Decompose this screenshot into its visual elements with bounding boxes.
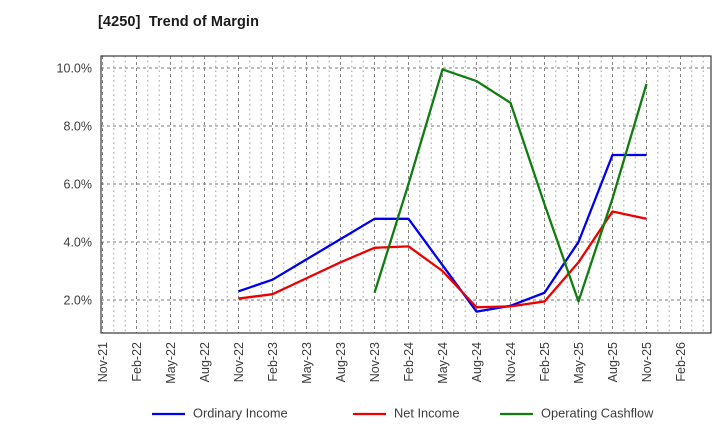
x-axis-tick-label: Nov-21: [96, 342, 110, 382]
legend-label-net-income: Net Income: [394, 405, 459, 420]
x-axis-tick-label: Aug-22: [198, 342, 212, 382]
x-axis-tick-label: May-24: [436, 342, 450, 384]
y-axis-ticks: 2.0% 4.0% 6.0% 8.0% 10.0%: [57, 62, 92, 308]
legend-label-ordinary-income: Ordinary Income: [193, 405, 288, 420]
data-series: [238, 68, 648, 313]
y-axis-tick-label: 10.0%: [57, 62, 92, 76]
x-axis-tick-label: Feb-26: [674, 342, 688, 382]
x-axis-ticks: Nov-21 Feb-22 May-22 Aug-22 Nov-22 Feb-23 May-…: [96, 342, 688, 384]
x-axis-tick-label: May-22: [164, 342, 178, 384]
series-line-operating-cashflow: [373, 68, 648, 303]
y-axis-tick-label: 2.0%: [64, 294, 93, 308]
x-axis-tick-label: Aug-23: [334, 342, 348, 382]
chart-legend: Ordinary Income Net Income Operating Cashf…: [152, 405, 654, 420]
x-axis-tick-label: May-25: [572, 342, 586, 384]
x-axis-tick-label: Feb-22: [130, 342, 144, 382]
minor-gridlines: [102, 56, 704, 333]
x-axis-tick-label: Feb-25: [538, 342, 552, 382]
series-line-ordinary-income: [238, 153, 647, 313]
series-line-net-income: [238, 210, 647, 309]
x-axis-tick-label: Nov-25: [640, 342, 654, 382]
x-axis-tick-label: Feb-23: [266, 342, 280, 382]
x-axis-tick-label: Aug-25: [606, 342, 620, 382]
x-axis-tick-label: Aug-24: [470, 342, 484, 382]
x-axis-tick-label: May-23: [300, 342, 314, 384]
major-gridlines: [101, 67, 711, 301]
x-axis-tick-label: Nov-24: [504, 342, 518, 382]
x-axis-tick-label: Nov-22: [232, 342, 246, 382]
y-axis-tick-label: 6.0%: [64, 178, 93, 192]
x-axis-tick-label: Nov-23: [368, 342, 382, 382]
y-axis-tick-label: 8.0%: [64, 120, 93, 134]
plot-frame: [100, 55, 712, 334]
page-title: [4250] Trend of Margin: [98, 14, 260, 30]
legend-label-operating-cashflow: Operating Cashflow: [541, 405, 654, 420]
x-axis-tick-label: Feb-24: [402, 342, 416, 382]
y-axis-tick-label: 4.0%: [64, 236, 93, 250]
